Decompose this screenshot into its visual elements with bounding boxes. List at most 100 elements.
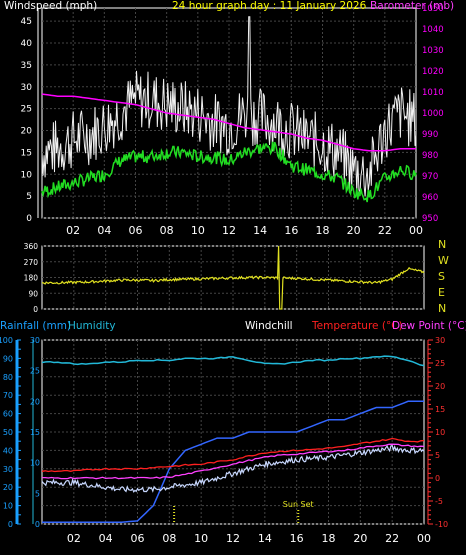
temp-y-tick: 25 xyxy=(435,359,445,368)
temp-x-tick: 16 xyxy=(290,532,304,545)
baro-y-tick: 970 xyxy=(422,172,438,182)
wind-x-tick: 22 xyxy=(378,224,392,237)
rainfall-line xyxy=(42,400,424,523)
humidity-y-tick: 20 xyxy=(3,483,13,492)
baro-y-tick: 990 xyxy=(422,130,438,140)
dir-y-tick: 0 xyxy=(33,305,38,314)
windspeed-label: Windspeed (mph) xyxy=(4,0,98,12)
compass-label: W xyxy=(438,254,449,267)
wind-y-tick: 15 xyxy=(21,148,32,158)
humidity-label: Humidity xyxy=(68,320,116,332)
humidity-y-tick: 90 xyxy=(3,354,13,363)
baro-y-tick: 1000 xyxy=(422,109,444,119)
wind-x-tick: 02 xyxy=(66,224,80,237)
humidity-y-tick: 30 xyxy=(3,465,13,474)
temp-y-tick: -10 xyxy=(435,520,448,529)
rain-y-tick: 0 xyxy=(35,520,40,529)
dewpoint-label: Dew Point (°C) xyxy=(392,320,466,332)
wind-gust-line xyxy=(41,16,417,197)
dir-y-tick: 270 xyxy=(24,258,39,267)
temp-x-tick: 20 xyxy=(353,532,367,545)
temp-x-tick: 02 xyxy=(67,532,81,545)
rain-y-tick: 5 xyxy=(35,489,40,498)
baro-y-tick: 950 xyxy=(422,214,438,224)
temp-y-tick: 5 xyxy=(435,451,440,460)
baro-y-tick: 980 xyxy=(422,151,438,161)
humidity-y-tick: 40 xyxy=(3,446,13,455)
temperature-line xyxy=(41,437,425,473)
temp-x-tick: 04 xyxy=(99,532,113,545)
temp-y-tick: -5 xyxy=(435,497,443,506)
dir-y-tick: 90 xyxy=(28,289,38,298)
humidity-y-tick: 10 xyxy=(3,502,13,511)
rain-y-tick: 15 xyxy=(30,428,40,437)
compass-label: E xyxy=(438,286,445,299)
humidity-y-tick: 80 xyxy=(3,373,13,382)
wind-x-tick: 04 xyxy=(97,224,111,237)
temp-x-tick: 00 xyxy=(417,532,431,545)
temp-y-tick: 15 xyxy=(435,405,445,414)
wind-y-tick: 30 xyxy=(21,83,33,93)
wind-y-tick: 10 xyxy=(21,170,33,180)
temp-x-tick: 06 xyxy=(131,532,145,545)
sunset-label: Sun Set xyxy=(283,500,314,509)
wind-x-tick: 00 xyxy=(409,224,423,237)
baro-y-tick: 1050 xyxy=(422,4,444,14)
humidity-y-tick: 70 xyxy=(3,391,13,400)
temp-x-tick: 10 xyxy=(194,532,208,545)
wind-x-tick: 08 xyxy=(160,224,174,237)
wind-y-tick: 35 xyxy=(21,61,32,71)
humidity-y-tick: 60 xyxy=(3,410,13,419)
baro-y-tick: 1040 xyxy=(422,25,444,35)
barometer-line xyxy=(41,93,416,152)
temp-y-tick: 0 xyxy=(435,474,440,483)
temp-x-tick: 14 xyxy=(258,532,272,545)
rain-y-tick: 25 xyxy=(30,367,40,376)
chart-title: 24 hour graph day : 11 January 2026 xyxy=(172,0,367,12)
wind-y-tick: 20 xyxy=(21,127,33,137)
wind-y-tick: 40 xyxy=(21,39,33,49)
rain-y-tick: 30 xyxy=(30,336,40,345)
wind-direction-line xyxy=(41,245,425,310)
temp-x-tick: 08 xyxy=(162,532,176,545)
baro-y-tick: 960 xyxy=(422,193,438,203)
wind-y-tick: 0 xyxy=(26,214,32,224)
wind-x-tick: 12 xyxy=(222,224,236,237)
humidity-y-tick: 0 xyxy=(8,520,13,529)
temp-x-tick: 22 xyxy=(385,532,399,545)
baro-y-tick: 1020 xyxy=(422,67,444,77)
wind-x-tick: 14 xyxy=(253,224,267,237)
humidity-y-tick: 50 xyxy=(3,428,13,437)
wind-x-tick: 20 xyxy=(347,224,361,237)
temp-y-tick: 10 xyxy=(435,428,445,437)
temp-y-tick: 20 xyxy=(435,382,445,391)
dir-y-tick: 360 xyxy=(24,242,39,251)
temperature-label: Temperature (°C) xyxy=(312,320,403,332)
rain-y-tick: 10 xyxy=(30,459,40,468)
wind-y-tick: 25 xyxy=(21,105,32,115)
wind-y-tick: 5 xyxy=(26,192,32,202)
wind-x-tick: 18 xyxy=(316,224,330,237)
barometer-label: Barometer (mb) xyxy=(370,0,455,12)
compass-label: N xyxy=(438,302,446,315)
compass-label: S xyxy=(438,270,445,283)
wind-y-tick: 45 xyxy=(21,17,32,27)
baro-y-tick: 1030 xyxy=(422,46,444,56)
dir-y-tick: 180 xyxy=(24,274,39,283)
windchill-label: Windchill xyxy=(245,320,293,332)
temp-x-tick: 12 xyxy=(226,532,240,545)
windchill-line xyxy=(41,444,425,493)
rain-y-tick: 20 xyxy=(30,397,40,406)
wind-x-tick: 10 xyxy=(191,224,205,237)
temp-y-tick: 30 xyxy=(435,336,445,345)
dewpoint-line xyxy=(42,443,425,480)
wind-x-tick: 06 xyxy=(129,224,143,237)
temp-x-tick: 18 xyxy=(322,532,336,545)
wind-x-tick: 16 xyxy=(284,224,298,237)
baro-y-tick: 1010 xyxy=(422,88,444,98)
wind-average-line xyxy=(41,141,417,203)
humidity-line xyxy=(41,355,425,367)
compass-label: N xyxy=(438,238,446,251)
